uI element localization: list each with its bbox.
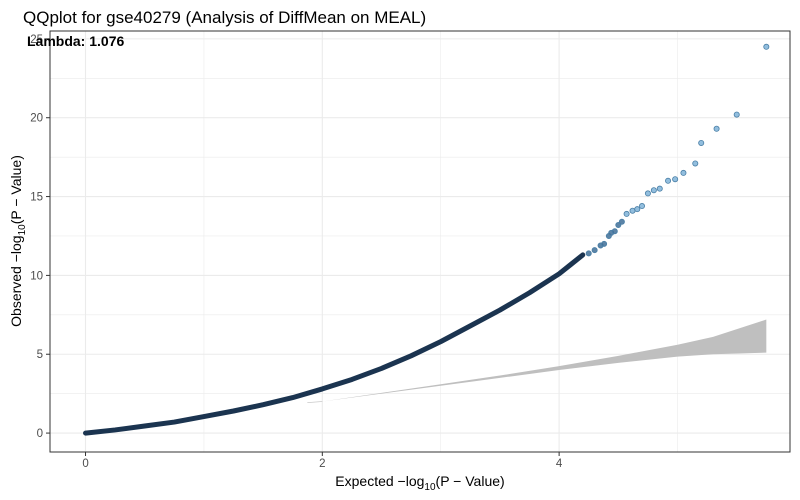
data-point [585, 250, 592, 257]
panel [49, 30, 791, 453]
x-axis-title-prefix: Expected −log [335, 473, 424, 489]
data-point [618, 218, 625, 225]
y-tick-label: 10 [30, 270, 43, 282]
x-tick-label: 2 [319, 458, 325, 470]
data-point [656, 185, 663, 192]
data-points [83, 43, 770, 436]
data-point [665, 177, 672, 184]
panel-border [49, 30, 791, 453]
data-point [698, 139, 705, 146]
y-axis-title-prefix: Observed −log [8, 235, 24, 326]
x-axis-title-sub: 10 [424, 482, 436, 493]
x-tick-label: 0 [82, 458, 88, 470]
data-point [672, 176, 679, 183]
panel-background [50, 31, 790, 452]
lambda-annotation: Lambda: 1.076 [27, 33, 124, 49]
y-tick-label: 5 [37, 349, 43, 361]
x-tick-label: 4 [556, 458, 563, 470]
data-point [634, 206, 641, 213]
data-point [733, 111, 740, 118]
data-point [763, 43, 770, 50]
y-tick-label: 0 [37, 428, 43, 440]
data-point [680, 169, 687, 176]
y-axis-title: Observed −log10(P − Value) [8, 155, 28, 327]
data-point [692, 160, 699, 167]
ci-band-line [307, 401, 323, 403]
chart-title: QQplot for gse40279 (Analysis of DiffMea… [23, 8, 426, 27]
grid-lines [50, 31, 790, 452]
data-point [601, 240, 608, 247]
data-point [639, 203, 646, 210]
y-axis-title-sub: 10 [17, 224, 28, 236]
data-point [713, 125, 720, 132]
data-point [650, 187, 657, 194]
y-tick-label: 20 [30, 113, 43, 125]
y-axis-title-suffix: (P − Value) [8, 155, 24, 224]
data-point [644, 190, 651, 197]
y-tick-label: 25 [30, 34, 43, 46]
data-point [623, 210, 630, 217]
confidence-band [307, 319, 767, 403]
y-axis-ticks: 0 5 10 15 20 25 [30, 34, 50, 440]
x-axis-title: Expected −log10(P − Value) [335, 473, 504, 493]
x-axis-ticks: 0 2 4 [82, 452, 563, 470]
data-point [611, 228, 618, 235]
dense-point-series [83, 252, 586, 436]
x-axis-title-suffix: (P − Value) [436, 473, 505, 489]
y-tick-label: 15 [30, 192, 43, 204]
data-point [591, 247, 598, 254]
